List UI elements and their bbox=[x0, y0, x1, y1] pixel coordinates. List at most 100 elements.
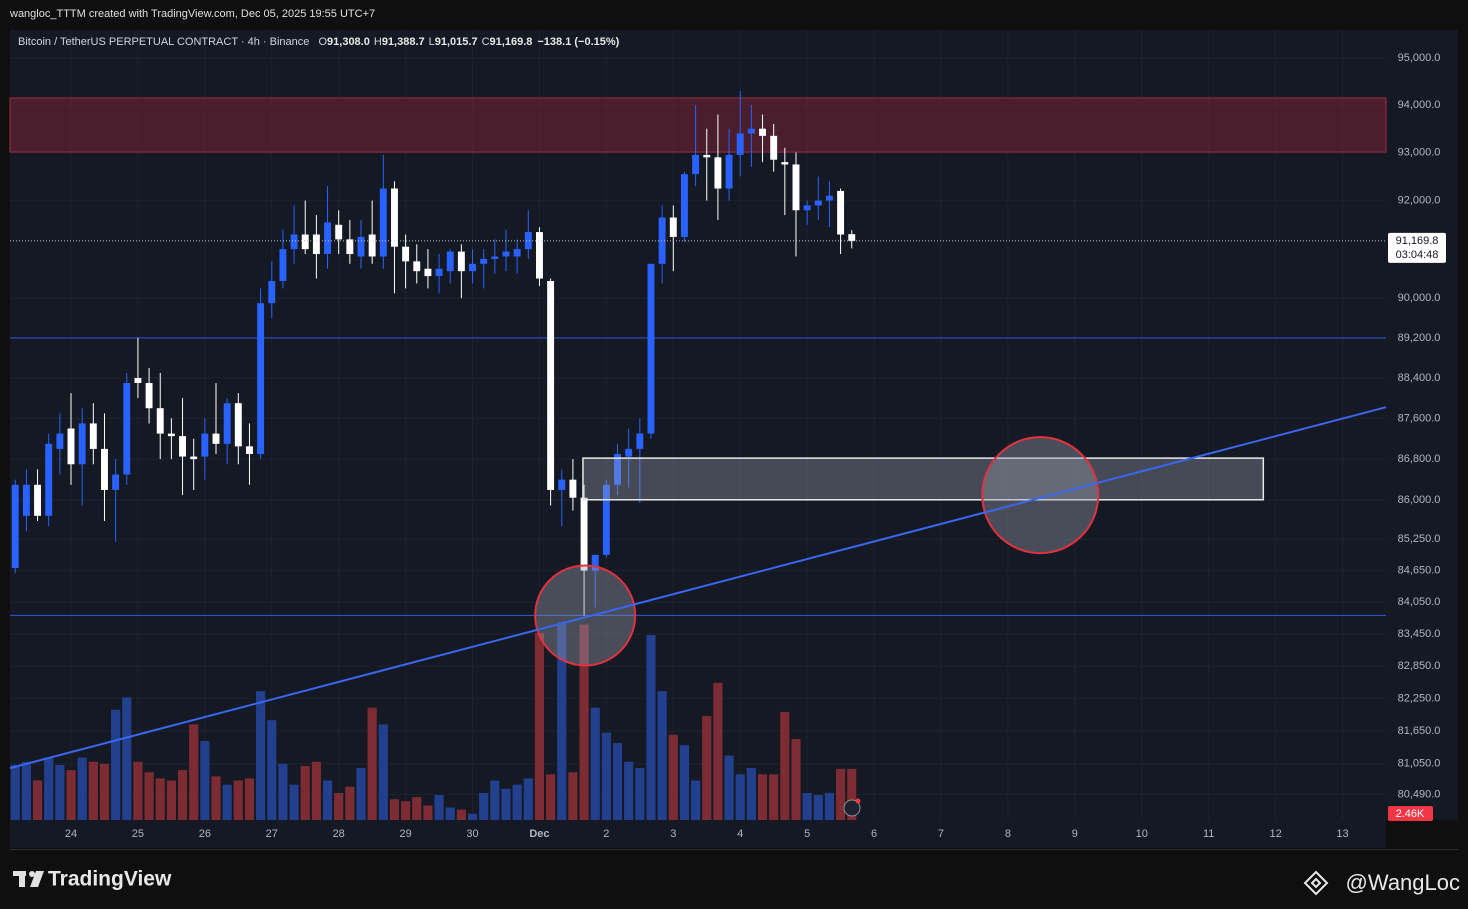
volume-bar bbox=[657, 691, 667, 820]
candle-body bbox=[435, 268, 443, 277]
x-tick-label: 4 bbox=[737, 828, 743, 840]
candle-body bbox=[335, 224, 343, 240]
x-tick-label: 11 bbox=[1203, 828, 1214, 840]
volume-bar bbox=[88, 761, 98, 820]
candle-body bbox=[101, 448, 108, 490]
volume-bar bbox=[99, 763, 110, 820]
box-zone bbox=[582, 457, 1265, 501]
volume-bar bbox=[445, 807, 455, 820]
candle-body bbox=[167, 433, 175, 437]
highlight-circle bbox=[534, 564, 637, 667]
volume-bar bbox=[289, 784, 299, 820]
candle-body bbox=[602, 484, 610, 555]
volume-bar bbox=[345, 786, 355, 820]
candle-body bbox=[469, 263, 476, 272]
candle-body bbox=[134, 377, 142, 383]
volume-bar bbox=[122, 697, 132, 820]
candle-body bbox=[580, 497, 588, 571]
volume-bar bbox=[434, 795, 444, 820]
volume-bar bbox=[177, 770, 188, 820]
volume-bar bbox=[222, 784, 232, 820]
price-label-box bbox=[1388, 232, 1446, 263]
volume-bar bbox=[278, 763, 288, 820]
x-tick-label: 30 bbox=[466, 828, 478, 840]
volume-bar bbox=[836, 768, 846, 820]
highlight-circle bbox=[981, 436, 1100, 555]
x-tick-label: 12 bbox=[1269, 828, 1281, 840]
volume-bar bbox=[244, 778, 255, 820]
volume-bar bbox=[791, 738, 801, 820]
volume-bar bbox=[300, 765, 310, 820]
candle-body bbox=[268, 281, 276, 304]
volume-bar bbox=[322, 780, 333, 820]
logo-part bbox=[30, 871, 44, 887]
candle-body bbox=[257, 303, 265, 455]
volume-bar bbox=[412, 797, 422, 820]
y-tick-label: 81,650.0 bbox=[1398, 725, 1441, 737]
volume-bar bbox=[601, 732, 611, 820]
legend-key: O bbox=[318, 36, 327, 48]
credit: wangloc_TTTM created with TradingView.co… bbox=[9, 8, 375, 20]
candle-body bbox=[814, 200, 822, 206]
volume-bar bbox=[311, 761, 321, 820]
candle-body bbox=[759, 128, 766, 136]
candle-body bbox=[513, 249, 521, 257]
y-tick-label: 89,200.0 bbox=[1398, 332, 1441, 344]
y-tick-label: 95,000.0 bbox=[1398, 52, 1441, 64]
candle-body bbox=[714, 157, 722, 189]
volume-bar bbox=[780, 711, 790, 820]
y-tick-label: 94,000.0 bbox=[1398, 99, 1441, 111]
price-label: 91,169.8 bbox=[1396, 235, 1439, 247]
candle-body bbox=[480, 258, 488, 264]
x-tick-label: 2 bbox=[603, 828, 609, 840]
candle-body bbox=[190, 456, 198, 460]
candle-body bbox=[279, 249, 287, 282]
candle-body bbox=[457, 251, 465, 272]
y-tick-label: 88,400.0 bbox=[1398, 372, 1441, 384]
volume-bar bbox=[713, 682, 723, 820]
candle-body bbox=[234, 403, 242, 447]
candle-body bbox=[402, 246, 410, 262]
x-tick-label: 13 bbox=[1336, 828, 1348, 840]
volume-bar bbox=[467, 813, 478, 820]
volume-bar bbox=[847, 768, 857, 820]
volume-bar bbox=[144, 772, 154, 820]
volume-bar bbox=[624, 761, 634, 820]
candle-body bbox=[680, 174, 688, 237]
x-tick-label: 8 bbox=[1005, 828, 1011, 840]
volume-bar bbox=[557, 622, 567, 820]
volume-bar bbox=[691, 780, 701, 820]
y-tick-label: 90,000.0 bbox=[1398, 292, 1441, 304]
candle-body bbox=[223, 403, 231, 444]
y-tick-label: 80,490.0 bbox=[1398, 788, 1441, 800]
volume-bar bbox=[646, 634, 656, 820]
candle-body bbox=[45, 443, 53, 516]
binance-icon bbox=[1303, 870, 1329, 896]
price-axis bbox=[1386, 30, 1458, 820]
y-tick-label: 81,050.0 bbox=[1398, 758, 1441, 770]
candle-body bbox=[123, 382, 131, 475]
volume-bar bbox=[44, 757, 54, 820]
candle-body bbox=[837, 190, 845, 235]
volume-bar bbox=[490, 780, 500, 820]
volume-bar bbox=[546, 774, 556, 820]
x-tick-label: 7 bbox=[938, 828, 944, 840]
volume-bar bbox=[702, 716, 712, 820]
volume-bar bbox=[367, 707, 377, 820]
candle-body bbox=[502, 251, 510, 257]
candle-body bbox=[112, 474, 120, 490]
x-tick-label: 5 bbox=[804, 828, 810, 840]
candle-body bbox=[491, 256, 499, 259]
candle-body bbox=[346, 239, 354, 255]
x-tick-label: 26 bbox=[199, 828, 211, 840]
divider bbox=[10, 849, 1458, 850]
volume-bar bbox=[211, 776, 221, 820]
candle-body bbox=[591, 554, 599, 571]
logo-part bbox=[19, 871, 25, 887]
x-tick-label: 28 bbox=[333, 828, 345, 840]
volume-bar bbox=[769, 774, 779, 820]
countdown: 03:04:48 bbox=[1396, 249, 1439, 261]
x-tick-label: 27 bbox=[266, 828, 278, 840]
